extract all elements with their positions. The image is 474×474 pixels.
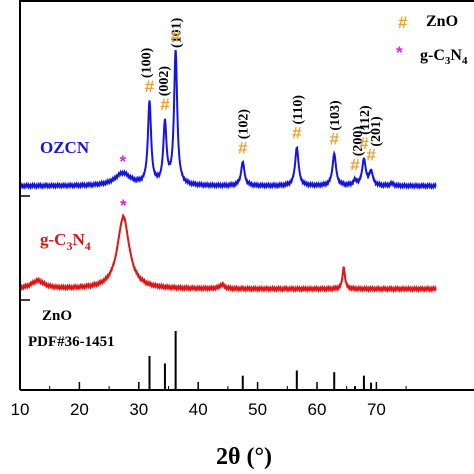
peak-marker-8: #: [359, 134, 369, 153]
peak-label-3: (102): [237, 109, 252, 140]
x-tick-label-0: 10: [11, 400, 30, 419]
peak-marker-0: *: [119, 152, 126, 171]
peak-label-7: (112): [358, 105, 373, 135]
peak-marker-4: #: [238, 138, 248, 157]
reference-label-pdf: PDF#36-1451: [28, 334, 115, 350]
series-label-ozcn: OZCN: [40, 138, 90, 157]
peak-label-6: (200): [351, 126, 366, 157]
legend-gcn-text: g-C3N4: [420, 47, 468, 67]
legend-zno-symbol: #: [398, 13, 408, 32]
peak-marker-9: #: [366, 146, 376, 165]
peak-marker-5: #: [292, 124, 302, 143]
x-ticks: 10 20 30 40 50 60 70: [11, 382, 407, 419]
peak-marker-2: #: [160, 95, 170, 114]
peak-label-4: (110): [291, 95, 306, 125]
peak-label-8: (201): [369, 116, 384, 147]
legend-zno-text: ZnO: [426, 13, 458, 30]
x-tick-label-1: 20: [70, 400, 89, 419]
peak-labels: (100)(002) (101) (102) (110) (103) (200)(112)…: [139, 17, 384, 156]
peak-label-0: (100): [139, 47, 154, 78]
reference-lines: [148, 331, 373, 389]
peak-label-5: (103): [328, 100, 343, 131]
peak-marker-3: #: [171, 27, 181, 46]
x-tick-label-4: 50: [248, 400, 267, 419]
reference-label-zno: ZnO: [42, 308, 72, 324]
x-tick-label-2: 30: [129, 400, 148, 419]
series-group: [19, 49, 437, 294]
x-tick-label-3: 40: [189, 400, 208, 419]
peak-markers: *##### ####*: [119, 27, 376, 215]
series-line-1: [19, 212, 437, 294]
peak-label-1: (002): [157, 66, 172, 97]
series-label-gcn: g-C3N4: [40, 230, 91, 253]
x-tick-label-6: 70: [367, 400, 386, 419]
legend-gcn-symbol: *: [396, 43, 403, 62]
peak-marker-1: #: [145, 77, 155, 96]
peak-label-2: (101): [170, 17, 185, 48]
peak-marker-10: *: [120, 196, 127, 215]
peak-marker-7: #: [350, 155, 360, 174]
x-tick-label-5: 60: [308, 400, 327, 419]
series-line-0: [19, 49, 437, 191]
peak-marker-6: #: [329, 130, 339, 149]
x-axis-title: 2θ (°): [216, 444, 272, 470]
